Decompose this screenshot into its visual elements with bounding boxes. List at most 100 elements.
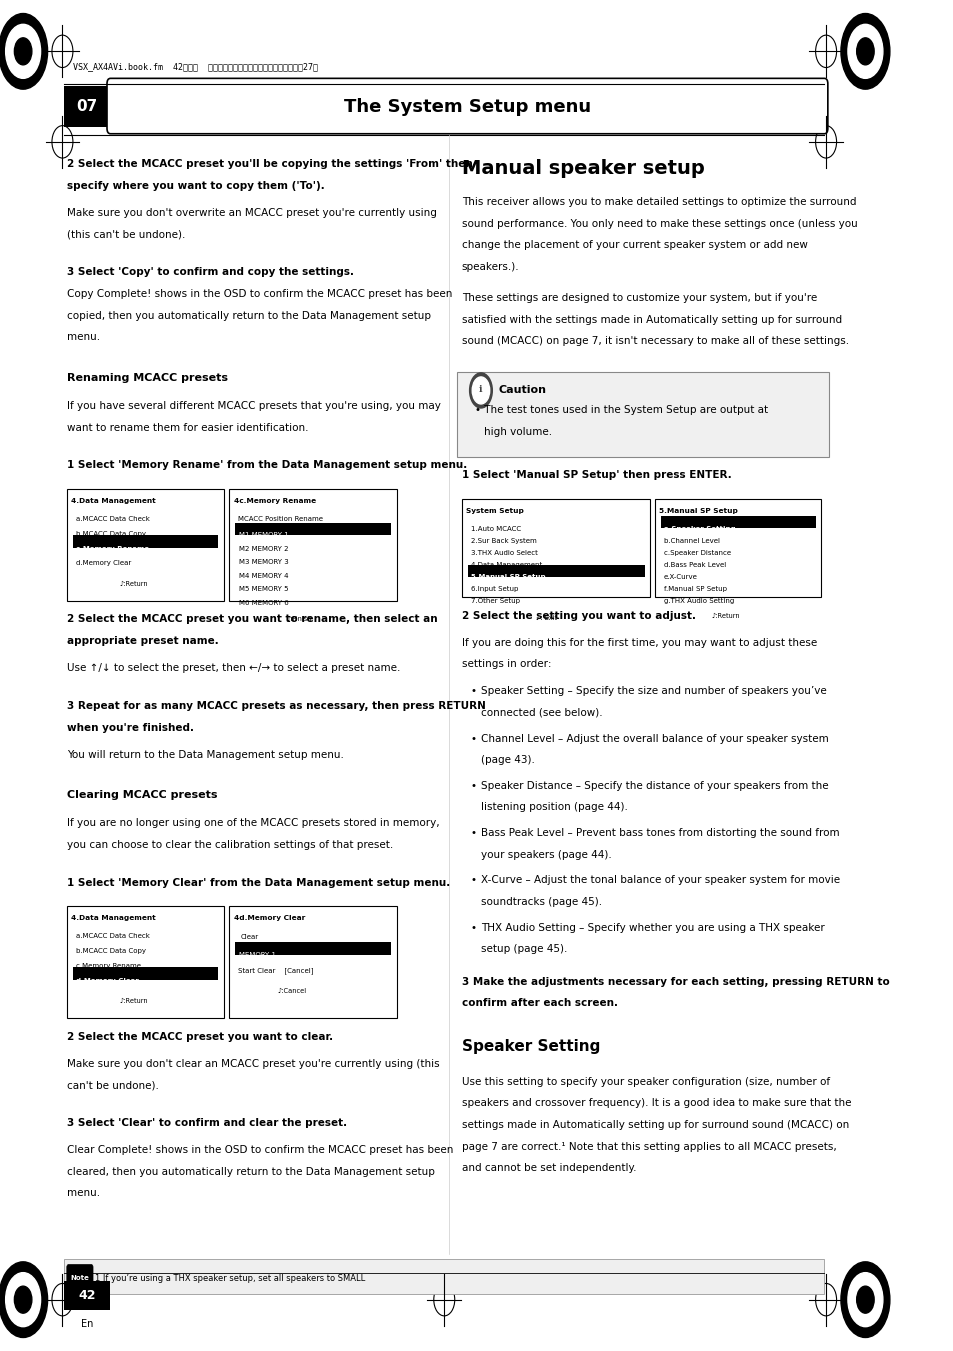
- Text: 1 Select 'Manual SP Setup' then press ENTER.: 1 Select 'Manual SP Setup' then press EN…: [461, 470, 731, 480]
- Text: menu.: menu.: [67, 1189, 100, 1198]
- Text: f.Manual SP Setup: f.Manual SP Setup: [663, 586, 726, 592]
- Text: page 7 are correct.¹ Note that this setting applies to all MCACC presets,: page 7 are correct.¹ Note that this sett…: [461, 1142, 836, 1151]
- Text: 5.Manual SP Setup: 5.Manual SP Setup: [659, 508, 738, 513]
- Circle shape: [0, 14, 48, 89]
- Circle shape: [472, 377, 489, 404]
- Text: d.Memory Clear: d.Memory Clear: [76, 561, 132, 566]
- Text: sound performance. You only need to make these settings once (unless you: sound performance. You only need to make…: [461, 219, 857, 228]
- Text: Channel Level – Adjust the overall balance of your speaker system: Channel Level – Adjust the overall balan…: [480, 734, 828, 743]
- Text: THX Audio Setting – Specify whether you are using a THX speaker: THX Audio Setting – Specify whether you …: [480, 923, 823, 932]
- Text: M1 MEMORY 1: M1 MEMORY 1: [238, 532, 289, 538]
- Text: 5.Manual SP Setup: 5.Manual SP Setup: [471, 574, 545, 580]
- Text: 6.Input Setup: 6.Input Setup: [471, 586, 518, 592]
- Text: 07: 07: [76, 99, 97, 115]
- Text: You will return to the Data Management setup menu.: You will return to the Data Management s…: [67, 750, 343, 759]
- Text: Start Clear    [Cancel]: Start Clear [Cancel]: [238, 967, 314, 974]
- Text: 2 Select the MCACC preset you want to rename, then select an: 2 Select the MCACC preset you want to re…: [67, 615, 437, 624]
- Text: settings in order:: settings in order:: [461, 659, 551, 669]
- Text: a.MCACC Data Check: a.MCACC Data Check: [76, 516, 151, 521]
- Text: appropriate preset name.: appropriate preset name.: [67, 636, 218, 646]
- Text: •: •: [470, 734, 476, 743]
- Text: •: •: [470, 923, 476, 932]
- Text: listening position (page 44).: listening position (page 44).: [480, 802, 627, 812]
- FancyBboxPatch shape: [64, 1259, 823, 1294]
- Text: speakers and crossover frequency). It is a good idea to make sure that the: speakers and crossover frequency). It is…: [461, 1098, 850, 1108]
- Text: ♪: Exit: ♪: Exit: [536, 615, 557, 620]
- FancyBboxPatch shape: [67, 907, 224, 1019]
- Text: 1 Select 'Memory Clear' from the Data Management setup menu.: 1 Select 'Memory Clear' from the Data Ma…: [67, 878, 450, 888]
- Circle shape: [847, 1273, 882, 1327]
- FancyBboxPatch shape: [67, 1265, 93, 1292]
- Circle shape: [469, 373, 492, 408]
- FancyBboxPatch shape: [467, 565, 644, 577]
- Text: a.Speaker Setting: a.Speaker Setting: [663, 526, 735, 531]
- Text: •: •: [470, 686, 476, 696]
- Text: Clear: Clear: [240, 935, 258, 940]
- Circle shape: [840, 14, 889, 89]
- Text: M6 MEMORY 6: M6 MEMORY 6: [238, 600, 289, 605]
- Text: specify where you want to copy them ('To').: specify where you want to copy them ('To…: [67, 181, 324, 190]
- Text: •: •: [470, 828, 476, 838]
- Text: 4.Data Management: 4.Data Management: [471, 562, 542, 567]
- FancyBboxPatch shape: [654, 499, 820, 597]
- Text: 1.Auto MCACC: 1.Auto MCACC: [471, 526, 521, 531]
- Text: cleared, then you automatically return to the Data Management setup: cleared, then you automatically return t…: [67, 1167, 435, 1177]
- Circle shape: [0, 1262, 48, 1337]
- FancyBboxPatch shape: [461, 499, 649, 597]
- Text: ♪:Return: ♪:Return: [711, 613, 740, 619]
- Text: b.MCACC Data Copy: b.MCACC Data Copy: [76, 531, 146, 536]
- Text: 42: 42: [78, 1289, 95, 1302]
- Text: MCACC Position Rename: MCACC Position Rename: [238, 516, 323, 521]
- Text: If you have several different MCACC presets that you're using, you may: If you have several different MCACC pres…: [67, 401, 440, 411]
- Text: M3 MEMORY 3: M3 MEMORY 3: [238, 559, 289, 565]
- Text: Bass Peak Level – Prevent bass tones from distorting the sound from: Bass Peak Level – Prevent bass tones fro…: [480, 828, 839, 838]
- Circle shape: [6, 1273, 41, 1327]
- Text: Note: Note: [71, 1275, 90, 1281]
- Text: satisfied with the settings made in Automatically setting up for surround: satisfied with the settings made in Auto…: [461, 315, 841, 324]
- Text: 2.Sur Back System: 2.Sur Back System: [471, 538, 537, 543]
- Text: soundtracks (page 45).: soundtracks (page 45).: [480, 897, 601, 907]
- Text: i: i: [478, 385, 482, 393]
- Circle shape: [840, 1262, 889, 1337]
- Text: high volume.: high volume.: [483, 427, 551, 436]
- Text: ♪:Return: ♪:Return: [119, 998, 148, 1004]
- Circle shape: [6, 24, 41, 78]
- Text: 3 Select 'Clear' to confirm and clear the preset.: 3 Select 'Clear' to confirm and clear th…: [67, 1119, 347, 1128]
- FancyBboxPatch shape: [72, 535, 217, 549]
- Text: 4.Data Management: 4.Data Management: [71, 499, 155, 504]
- Text: 3 Make the adjustments necessary for each setting, pressing RETURN to: 3 Make the adjustments necessary for eac…: [461, 977, 888, 986]
- Text: d.Memory Clear: d.Memory Clear: [76, 978, 139, 984]
- FancyBboxPatch shape: [229, 489, 396, 601]
- Text: e.X-Curve: e.X-Curve: [663, 574, 697, 580]
- Text: Speaker Distance – Specify the distance of your speakers from the: Speaker Distance – Specify the distance …: [480, 781, 828, 790]
- Text: confirm after each screen.: confirm after each screen.: [461, 998, 618, 1008]
- Text: d.Bass Peak Level: d.Bass Peak Level: [663, 562, 725, 567]
- Circle shape: [14, 1286, 31, 1313]
- FancyBboxPatch shape: [229, 907, 396, 1019]
- Text: settings made in Automatically setting up for surround sound (MCACC) on: settings made in Automatically setting u…: [461, 1120, 848, 1129]
- Text: Make sure you don't overwrite an MCACC preset you're currently using: Make sure you don't overwrite an MCACC p…: [67, 208, 436, 218]
- Text: you can choose to clear the calibration settings of that preset.: you can choose to clear the calibration …: [67, 840, 393, 850]
- Text: a.MCACC Data Check: a.MCACC Data Check: [76, 934, 151, 939]
- Text: If you are no longer using one of the MCACC presets stored in memory,: If you are no longer using one of the MC…: [67, 819, 439, 828]
- Text: M4 MEMORY 4: M4 MEMORY 4: [238, 573, 288, 578]
- Text: 3 Select 'Copy' to confirm and copy the settings.: 3 Select 'Copy' to confirm and copy the …: [67, 267, 354, 277]
- Text: Clearing MCACC presets: Clearing MCACC presets: [67, 790, 217, 800]
- Text: En: En: [81, 1319, 93, 1329]
- Text: 1 Select 'Memory Rename' from the Data Management setup menu.: 1 Select 'Memory Rename' from the Data M…: [67, 461, 467, 470]
- Text: c.Memory Rename: c.Memory Rename: [76, 546, 150, 551]
- Text: 4d.Memory Clear: 4d.Memory Clear: [233, 916, 305, 921]
- Text: setup (page 45).: setup (page 45).: [480, 944, 567, 954]
- Text: Caution: Caution: [497, 385, 546, 394]
- Text: ♪:Finish: ♪:Finish: [286, 616, 312, 621]
- Text: 2 Select the MCACC preset you want to clear.: 2 Select the MCACC preset you want to cl…: [67, 1032, 333, 1042]
- Text: b.Channel Level: b.Channel Level: [663, 538, 719, 543]
- FancyBboxPatch shape: [67, 489, 224, 601]
- Text: 7.Other Setup: 7.Other Setup: [471, 598, 519, 604]
- Text: Clear Complete! shows in the OSD to confirm the MCACC preset has been: Clear Complete! shows in the OSD to conf…: [67, 1146, 453, 1155]
- Text: If you are doing this for the first time, you may want to adjust these: If you are doing this for the first time…: [461, 638, 816, 647]
- Text: • The test tones used in the System Setup are output at: • The test tones used in the System Setu…: [475, 405, 767, 415]
- Text: Speaker Setting: Speaker Setting: [461, 1039, 599, 1054]
- Text: 2 Select the setting you want to adjust.: 2 Select the setting you want to adjust.: [461, 611, 695, 620]
- Text: Manual speaker setup: Manual speaker setup: [461, 159, 703, 178]
